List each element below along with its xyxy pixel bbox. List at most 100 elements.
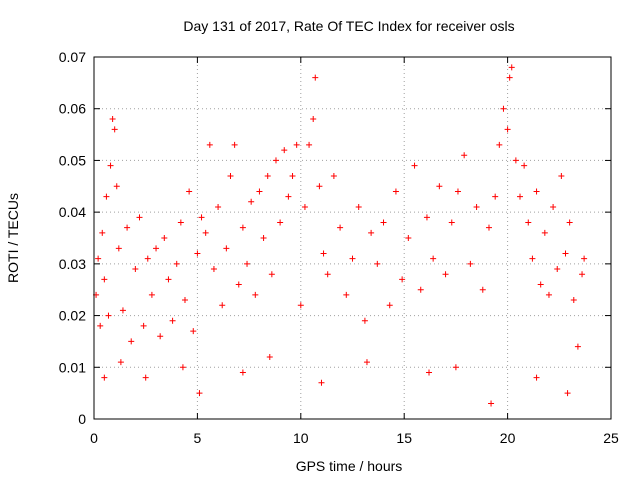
data-point bbox=[132, 266, 139, 273]
data-point bbox=[128, 338, 135, 345]
data-point bbox=[210, 266, 217, 273]
data-point bbox=[399, 276, 406, 283]
data-point bbox=[293, 141, 300, 148]
data-point bbox=[272, 157, 279, 164]
data-point bbox=[144, 255, 151, 262]
data-point bbox=[554, 266, 561, 273]
plot-frame bbox=[93, 56, 612, 420]
data-point bbox=[500, 105, 507, 112]
data-point bbox=[512, 157, 519, 164]
data-point bbox=[454, 188, 461, 195]
data-point bbox=[105, 312, 112, 319]
chart-title: Day 131 of 2017, Rate Of TEC Index for r… bbox=[183, 18, 514, 34]
data-point bbox=[452, 364, 459, 371]
data-point bbox=[244, 260, 251, 267]
data-point bbox=[260, 235, 267, 241]
data-point bbox=[504, 126, 511, 133]
data-point bbox=[488, 400, 495, 407]
grid-lines bbox=[94, 57, 611, 419]
data-point bbox=[320, 250, 327, 257]
data-point bbox=[430, 255, 437, 262]
data-point bbox=[361, 317, 368, 324]
data-point bbox=[97, 322, 104, 329]
data-point bbox=[109, 116, 116, 123]
data-point bbox=[181, 297, 188, 304]
x-tick-label: 25 bbox=[603, 430, 619, 446]
data-point bbox=[448, 219, 455, 226]
data-point bbox=[219, 302, 226, 309]
data-point bbox=[423, 214, 430, 221]
data-point bbox=[266, 353, 273, 360]
data-point bbox=[417, 286, 424, 293]
data-point bbox=[349, 255, 356, 262]
data-point bbox=[169, 317, 176, 324]
data-point bbox=[521, 162, 528, 169]
data-point bbox=[157, 333, 164, 340]
y-tick-label: 0.03 bbox=[59, 256, 86, 272]
y-tick-label: 0.06 bbox=[59, 101, 86, 117]
data-point bbox=[239, 224, 246, 231]
data-points bbox=[93, 64, 588, 407]
data-point bbox=[297, 302, 304, 309]
data-point bbox=[101, 276, 108, 283]
data-point bbox=[196, 390, 203, 397]
data-point bbox=[368, 229, 375, 236]
data-point bbox=[190, 328, 197, 335]
data-point bbox=[473, 203, 480, 210]
data-point bbox=[161, 235, 168, 241]
data-point bbox=[95, 255, 102, 262]
data-point bbox=[343, 291, 350, 298]
data-point bbox=[119, 307, 126, 314]
data-point bbox=[101, 374, 108, 381]
data-point bbox=[355, 203, 362, 210]
data-point bbox=[566, 219, 573, 226]
data-point bbox=[564, 390, 571, 397]
data-point bbox=[256, 188, 263, 195]
data-point bbox=[405, 235, 412, 241]
data-point bbox=[301, 203, 308, 210]
x-tick-label: 0 bbox=[90, 430, 98, 446]
y-tick-label: 0.05 bbox=[59, 152, 86, 168]
data-point bbox=[312, 74, 319, 81]
x-tick-label: 15 bbox=[396, 430, 412, 446]
data-point bbox=[537, 281, 544, 288]
data-point bbox=[117, 359, 124, 366]
data-point bbox=[252, 291, 259, 298]
data-point bbox=[570, 297, 577, 304]
data-point bbox=[562, 250, 569, 257]
axis-ticks: 0 0.01 0.02 0.03 0.04 0.05 0.06 0.07 0 5 10 15 20 25 bbox=[59, 49, 619, 446]
y-tick-label: 0.04 bbox=[59, 204, 86, 220]
y-tick-label: 0 bbox=[78, 411, 86, 427]
data-point bbox=[173, 260, 180, 267]
data-point bbox=[324, 271, 331, 278]
data-point bbox=[479, 286, 486, 293]
data-point bbox=[115, 245, 122, 252]
data-point bbox=[179, 364, 186, 371]
data-point bbox=[426, 369, 433, 376]
data-point bbox=[436, 183, 443, 190]
data-point bbox=[485, 224, 492, 231]
data-point bbox=[268, 271, 275, 278]
data-point bbox=[215, 203, 222, 210]
data-point bbox=[545, 291, 552, 298]
data-point bbox=[113, 183, 120, 190]
data-point bbox=[525, 219, 532, 226]
data-point bbox=[574, 343, 581, 350]
data-point bbox=[248, 198, 255, 205]
data-point bbox=[264, 172, 271, 179]
data-point bbox=[111, 126, 118, 133]
data-point bbox=[380, 219, 387, 226]
data-point bbox=[461, 152, 468, 159]
x-tick-label: 20 bbox=[500, 430, 516, 446]
data-point bbox=[285, 193, 292, 200]
data-point bbox=[310, 116, 317, 123]
data-point bbox=[148, 291, 155, 298]
data-point bbox=[231, 141, 238, 148]
x-tick-label: 10 bbox=[293, 430, 309, 446]
data-point bbox=[153, 245, 160, 252]
data-point bbox=[239, 369, 246, 376]
data-point bbox=[337, 224, 344, 231]
data-point bbox=[581, 255, 588, 262]
x-axis-label: GPS time / hours bbox=[296, 458, 403, 474]
